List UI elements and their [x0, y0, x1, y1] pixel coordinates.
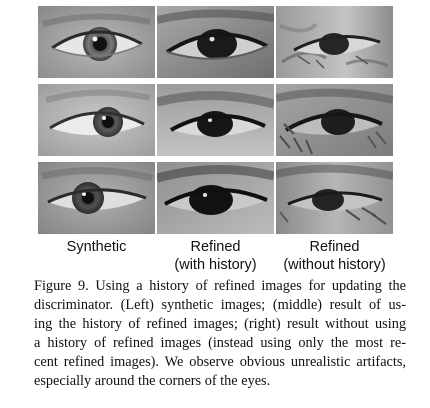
column-label-refined-without-history: Refined (without history) — [276, 238, 393, 274]
column-label-refined-with-history-line2: (with history) — [157, 256, 274, 274]
figure-caption: Figure 9. Using a history of refined ima… — [34, 277, 406, 391]
refined-without-history-eye-row1-graphic — [276, 6, 393, 78]
refined-with-history-eye-image-row2 — [157, 84, 274, 156]
caption-line: ing the history of refined images; (righ… — [34, 315, 406, 334]
synthetic-eye-image-row2 — [38, 84, 155, 156]
eye-image-grid — [38, 6, 393, 234]
caption-line: cent refined images). We observe obvious… — [34, 353, 406, 372]
synthetic-eye-row1-graphic — [38, 6, 155, 78]
refined-with-history-eye-image-row3 — [157, 162, 274, 234]
column-label-refined-without-history-line2: (without history) — [276, 256, 393, 274]
refined-without-history-eye-row3-graphic — [276, 162, 393, 234]
synthetic-eye-image-row3 — [38, 162, 155, 234]
refined-with-history-eye-row2-graphic — [157, 84, 274, 156]
refined-without-history-eye-image-row1 — [276, 6, 393, 78]
column-label-refined-without-history-line1: Refined — [276, 238, 393, 256]
caption-line: especially around the corners of the eye… — [34, 372, 406, 391]
refined-with-history-eye-row3-graphic — [157, 162, 274, 234]
refined-without-history-eye-image-row3 — [276, 162, 393, 234]
refined-with-history-eye-image-row1 — [157, 6, 274, 78]
column-label-synthetic-line1: Synthetic — [38, 238, 155, 256]
synthetic-eye-image-row1 — [38, 6, 155, 78]
column-label-refined-with-history: Refined (with history) — [157, 238, 274, 274]
synthetic-eye-row2-graphic — [38, 84, 155, 156]
caption-line: discriminator. (Left) synthetic images; … — [34, 296, 406, 315]
column-label-refined-with-history-line1: Refined — [157, 238, 274, 256]
caption-line: Figure 9. Using a history of refined ima… — [34, 277, 406, 296]
caption-line: a history of refined images (instead usi… — [34, 334, 406, 353]
refined-with-history-eye-row1-graphic — [157, 6, 274, 78]
synthetic-eye-row3-graphic — [38, 162, 155, 234]
refined-without-history-eye-image-row2 — [276, 84, 393, 156]
refined-without-history-eye-row2-graphic — [276, 84, 393, 156]
column-label-synthetic: Synthetic — [38, 238, 155, 256]
